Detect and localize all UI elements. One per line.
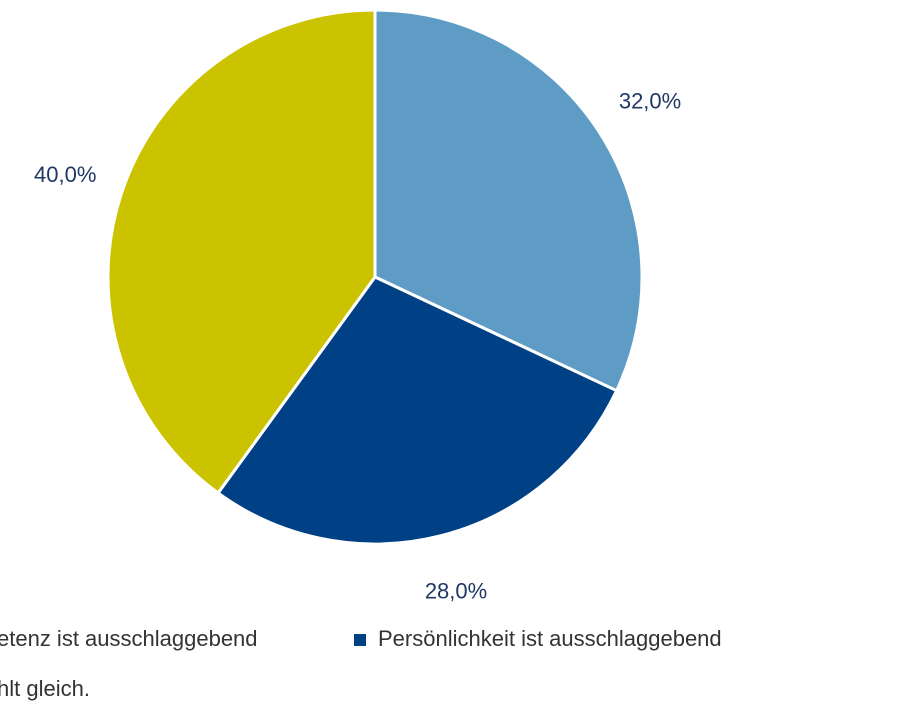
pie-slice — [106, 8, 377, 496]
data-label: 40,0% — [34, 162, 96, 187]
legend-marker — [354, 634, 366, 646]
legend-label: etenz ist ausschlaggebend — [0, 626, 258, 651]
legend-label: Persönlichkeit ist ausschlaggebend — [378, 626, 722, 651]
pie-slice — [215, 275, 619, 546]
data-label: 32,0% — [619, 88, 681, 113]
data-label: 28,0% — [425, 578, 487, 603]
pie-slice — [373, 8, 644, 393]
legend-label: hlt gleich. — [0, 676, 90, 701]
